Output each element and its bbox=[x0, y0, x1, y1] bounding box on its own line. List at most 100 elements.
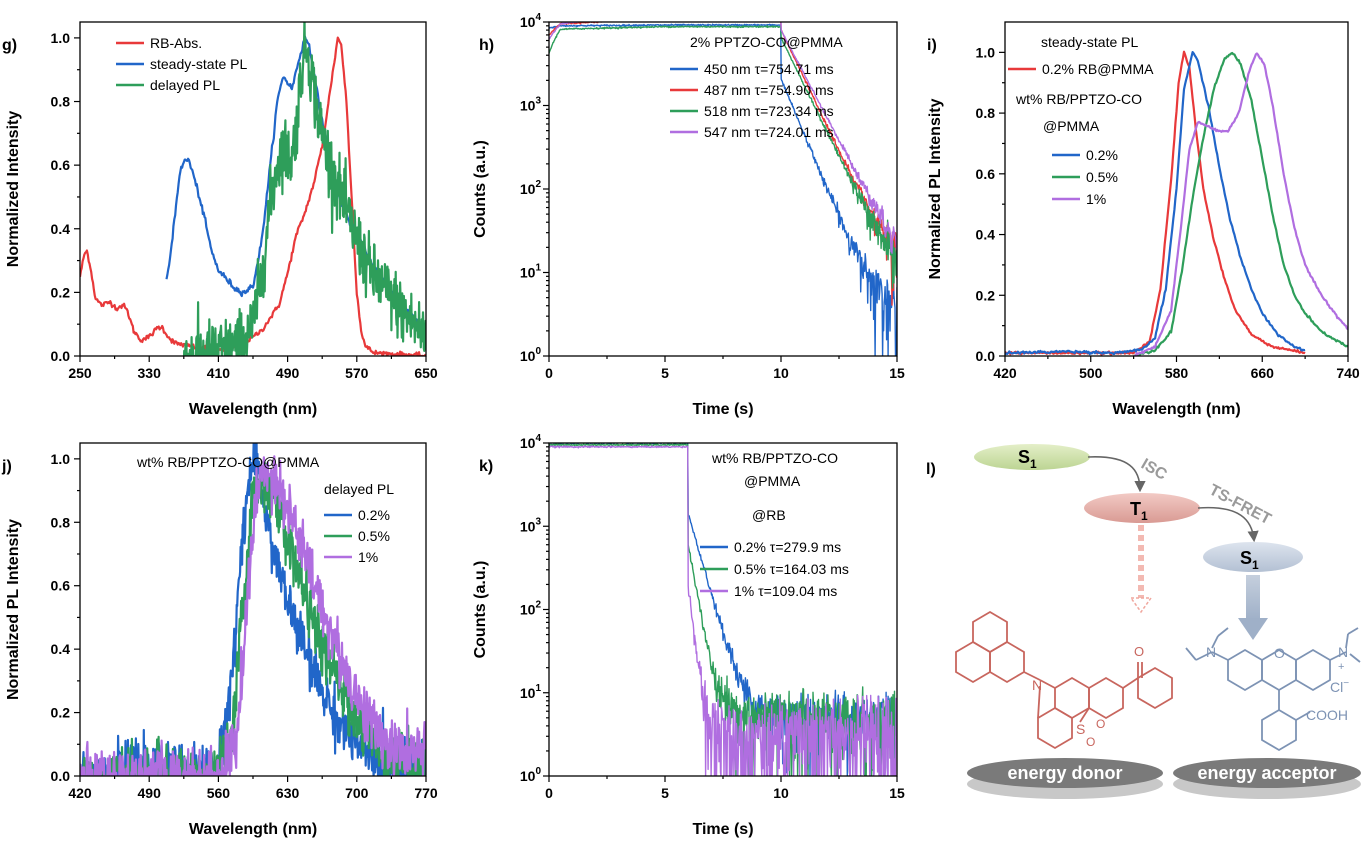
x-tick-label: 580 bbox=[1165, 365, 1189, 381]
legend-item-label: 518 nm τ=723.34 ms bbox=[704, 103, 834, 119]
y-tick-label: 0.6 bbox=[51, 578, 71, 594]
chart-title: @PMMA bbox=[744, 473, 801, 489]
x-axis-label: Time (s) bbox=[692, 821, 753, 838]
donor-atom-o3: O bbox=[1134, 644, 1144, 659]
chart-g: g) 250 330 410 490 570 650 0.0 0.2 0.4 0.6 0.8 1.0 Wa… bbox=[2, 21, 438, 418]
x-tick-label: 15 bbox=[889, 785, 905, 801]
x-axis-label: Wavelength (nm) bbox=[189, 401, 317, 418]
y-tick-label: 102 bbox=[520, 179, 542, 197]
donor-atom-s: S bbox=[1076, 721, 1085, 737]
legend-h: 2% PPTZO-CO@PMMA 450 nm τ=754.71 ms 487 nm… bbox=[670, 34, 843, 140]
series-group bbox=[80, 443, 426, 776]
series-line bbox=[1005, 51, 1306, 356]
y-tick-label: 1.0 bbox=[51, 30, 71, 46]
y-axis-label: Counts (a.u.) bbox=[472, 140, 489, 238]
y-tick-label: 101 bbox=[520, 683, 542, 701]
x-tick-label: 0 bbox=[545, 365, 553, 381]
series-line bbox=[549, 22, 897, 306]
isc-label: ISC bbox=[1138, 456, 1170, 484]
y-tick-label: 0.4 bbox=[51, 221, 71, 237]
series-line bbox=[80, 455, 426, 776]
x-tick-label: 420 bbox=[993, 365, 1017, 381]
y-tick-label: 100 bbox=[520, 766, 542, 784]
legend-i: steady-state PL 0.2% RB@PMMA wt% RB/PPTZO-… bbox=[1008, 34, 1154, 207]
legend-item-label: 1% τ=109.04 ms bbox=[734, 583, 837, 599]
acceptor-atom-plus: + bbox=[1338, 661, 1344, 673]
legend-item-label: 450 nm τ=754.71 ms bbox=[704, 61, 834, 77]
x-tick-label: 570 bbox=[345, 365, 369, 381]
y-tick-label: 100 bbox=[520, 346, 542, 364]
s1-donor-label: S1 bbox=[1018, 447, 1037, 471]
x-tick-label: 740 bbox=[1336, 365, 1360, 381]
x-tick-label: 410 bbox=[207, 365, 231, 381]
y-tick-label: 103 bbox=[520, 96, 542, 114]
t1-label: T1 bbox=[1130, 499, 1148, 523]
y-tick-label: 0.0 bbox=[51, 348, 71, 364]
acceptor-atom-cooh: COOH bbox=[1306, 707, 1348, 723]
series-group bbox=[80, 22, 426, 356]
x-tick-label: 770 bbox=[414, 785, 438, 801]
acceptor-atom-n2: N bbox=[1338, 644, 1348, 660]
acceptor-label: energy acceptor bbox=[1197, 763, 1336, 783]
legend-item-label: 0.5% bbox=[1086, 169, 1118, 185]
x-axis-label: Wavelength (nm) bbox=[189, 821, 317, 838]
panel-label: j) bbox=[1, 458, 12, 475]
s1-acceptor-level bbox=[1203, 542, 1303, 572]
legend-item-label: RB-Abs. bbox=[150, 35, 202, 51]
x-tick-label: 0 bbox=[545, 785, 553, 801]
legend-item-label: steady-state PL bbox=[150, 56, 247, 72]
s1-acceptor-label: S1 bbox=[1240, 548, 1259, 572]
y-tick-label: 0.2 bbox=[976, 287, 996, 303]
isc-arrow bbox=[1087, 456, 1146, 493]
chart-j: j) 420 490 560 630 700 770 0.0 0.2 0.4 0.6 0.8 1.0 Wa… bbox=[1, 442, 438, 838]
charts-layer: g) 250 330 410 490 570 650 0.0 0.2 0.4 0.6 0.8 1.0 Wa… bbox=[1, 12, 1360, 838]
x-axis-label: Time (s) bbox=[692, 401, 753, 418]
legend-item-label: 1% bbox=[358, 549, 378, 565]
y-axis-label: Normalized PL Intensity bbox=[927, 98, 944, 279]
donor-atom-o1: O bbox=[1096, 717, 1105, 731]
chart-h: h) 0 5 10 15 100 101 102 103 104 Time (s) Counts (a… bbox=[472, 12, 905, 418]
x-tick-label: 330 bbox=[138, 365, 162, 381]
x-axis-label: Wavelength (nm) bbox=[1112, 401, 1240, 418]
legend-title: wt% RB/PPTZO-CO bbox=[1015, 91, 1142, 107]
series-group bbox=[1005, 50, 1348, 356]
series-line bbox=[549, 23, 897, 356]
y-tick-label: 0.4 bbox=[976, 227, 996, 243]
y-tick-label: 103 bbox=[520, 516, 542, 534]
legend-item-label: 0.5% τ=164.03 ms bbox=[734, 561, 849, 577]
donor-atom-o2: O bbox=[1086, 735, 1095, 749]
series-line bbox=[1133, 52, 1348, 356]
x-tick-label: 700 bbox=[345, 785, 369, 801]
panel-label: g) bbox=[2, 37, 17, 54]
x-tick-label: 15 bbox=[889, 365, 905, 381]
x-tick-label: 420 bbox=[68, 785, 92, 801]
y-tick-label: 104 bbox=[520, 433, 542, 451]
y-axis-label: Normalized PL Intensity bbox=[5, 519, 22, 700]
energy-transfer-diagram: l) S1 ISC T1 TS-FRET S1 bbox=[926, 444, 1361, 799]
y-tick-label: 0.6 bbox=[51, 157, 71, 173]
y-tick-label: 1.0 bbox=[976, 44, 996, 60]
chart-title: wt% RB/PPTZO-CO@PMMA bbox=[136, 454, 320, 470]
donor-atoms: N S O O O bbox=[1032, 644, 1144, 749]
panel-label-l: l) bbox=[926, 461, 936, 478]
legend-item-label: 0.2% bbox=[358, 507, 390, 523]
x-tick-label: 650 bbox=[414, 365, 438, 381]
tsfret-arrow bbox=[1197, 506, 1259, 543]
x-tick-label: 490 bbox=[138, 785, 162, 801]
x-tick-label: 10 bbox=[773, 365, 789, 381]
panel-label: i) bbox=[927, 37, 937, 54]
y-tick-label: 0.8 bbox=[51, 514, 71, 530]
legend-item-label: 0.2% RB@PMMA bbox=[1042, 61, 1154, 77]
y-tick-label: 0.8 bbox=[976, 105, 996, 121]
chart-i: i) 420 500 580 660 740 0.0 0.2 0.4 0.6 0.8 1.0 Wavel… bbox=[927, 21, 1360, 418]
donor-label-badge: energy donor bbox=[967, 758, 1163, 799]
t1-level bbox=[1084, 493, 1200, 523]
fluorescence-arrow bbox=[1238, 575, 1268, 640]
y-tick-label: 0.0 bbox=[976, 348, 996, 364]
legend-title: steady-state PL bbox=[1041, 34, 1138, 50]
y-tick-label: 102 bbox=[520, 600, 542, 618]
panel-label: k) bbox=[479, 458, 493, 475]
series-group bbox=[549, 443, 897, 776]
